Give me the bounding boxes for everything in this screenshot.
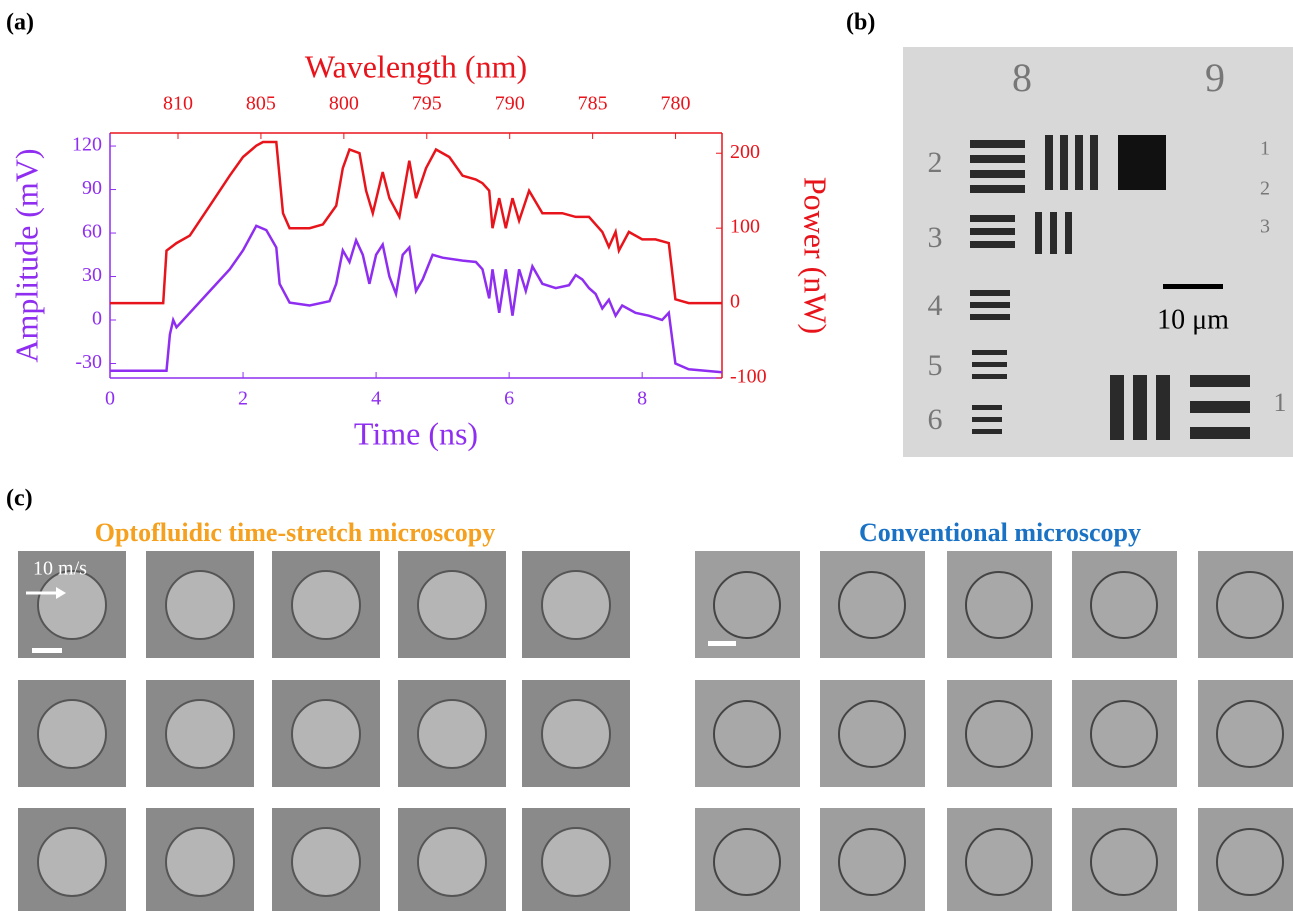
figure: (a) (b) (c) 10 μm Optofluidic time-stret… xyxy=(0,0,1293,911)
target-label: 3 xyxy=(1260,216,1270,238)
group-title: Optofluidic time-stretch microscopy xyxy=(95,518,496,547)
y-tick-label: 120 xyxy=(72,134,102,156)
cell xyxy=(38,828,106,896)
x2-tick-label: 800 xyxy=(329,93,359,115)
cell xyxy=(38,571,106,639)
cell xyxy=(1091,829,1157,895)
x2-tick-label: 790 xyxy=(495,93,525,115)
panel-label: (c) xyxy=(6,486,33,512)
y2-tick-label: 100 xyxy=(730,216,760,238)
y2-tick-label: 0 xyxy=(730,291,740,313)
cell xyxy=(542,828,610,896)
x2-axis-label: Wavelength (nm) xyxy=(305,48,527,84)
data-line xyxy=(110,142,722,303)
panel-label: (a) xyxy=(6,10,34,36)
cell xyxy=(1217,572,1283,638)
x-tick-label: 8 xyxy=(637,388,647,410)
target-label: 4 xyxy=(928,289,943,322)
y-axis-label: Amplitude (mV) xyxy=(8,148,44,362)
y-tick-label: 60 xyxy=(82,221,102,243)
data-line xyxy=(110,226,722,372)
cell xyxy=(418,828,486,896)
y-tick-label: 90 xyxy=(82,177,102,199)
cell xyxy=(38,700,106,768)
target-label: 6 xyxy=(928,403,943,436)
cell xyxy=(839,701,905,767)
cell xyxy=(542,571,610,639)
cell xyxy=(714,701,780,767)
cell xyxy=(1091,701,1157,767)
panel-label: (b) xyxy=(846,10,875,36)
x-tick-label: 0 xyxy=(105,388,115,410)
cell xyxy=(839,572,905,638)
target-label: 2 xyxy=(928,146,943,179)
y-tick-label: -30 xyxy=(75,351,102,373)
cell xyxy=(292,828,360,896)
scale-label: 10 μm xyxy=(1157,304,1229,335)
cell xyxy=(292,700,360,768)
resolution-target-image xyxy=(903,47,1293,457)
target-label: 1 xyxy=(1274,388,1287,417)
cell xyxy=(714,829,780,895)
cell xyxy=(166,700,234,768)
cell xyxy=(1091,572,1157,638)
cell xyxy=(1217,701,1283,767)
target-label: 5 xyxy=(928,349,943,382)
cell xyxy=(966,829,1032,895)
x-axis-label: Time (ns) xyxy=(354,415,478,451)
target-label: 3 xyxy=(928,221,943,254)
scale-bar xyxy=(32,648,62,653)
scale-bar xyxy=(708,641,736,646)
target-label: 9 xyxy=(1205,55,1225,100)
y-tick-label: 0 xyxy=(92,308,102,330)
y2-axis-label: Power (nW) xyxy=(798,177,834,334)
cell xyxy=(542,700,610,768)
x2-tick-label: 810 xyxy=(163,93,193,115)
x2-tick-label: 785 xyxy=(578,93,608,115)
target-label: 2 xyxy=(1260,178,1270,200)
cell xyxy=(714,572,780,638)
cell xyxy=(1217,829,1283,895)
y-tick-label: 30 xyxy=(82,264,102,286)
cell xyxy=(166,828,234,896)
cell xyxy=(292,571,360,639)
x2-tick-label: 795 xyxy=(412,93,442,115)
speed-label: 10 m/s xyxy=(33,558,87,580)
x2-tick-label: 780 xyxy=(661,93,691,115)
cell xyxy=(839,829,905,895)
cell xyxy=(418,700,486,768)
x-tick-label: 6 xyxy=(504,388,514,410)
y2-tick-label: 200 xyxy=(730,141,760,163)
cell xyxy=(966,701,1032,767)
target-label: 1 xyxy=(1260,138,1270,160)
x-tick-label: 4 xyxy=(371,388,381,410)
x2-tick-label: 805 xyxy=(246,93,276,115)
cell xyxy=(966,572,1032,638)
cell xyxy=(166,571,234,639)
group-title: Conventional microscopy xyxy=(859,518,1141,547)
x-tick-label: 2 xyxy=(238,388,248,410)
cell xyxy=(418,571,486,639)
y2-tick-label: -100 xyxy=(730,366,767,388)
target-label: 8 xyxy=(1012,55,1032,100)
